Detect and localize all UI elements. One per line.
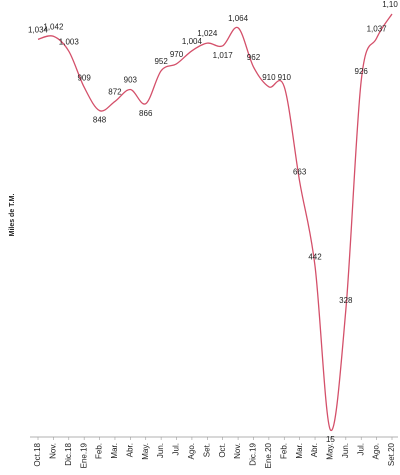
data-label: 1,034 (28, 25, 49, 34)
data-label: 903 (124, 76, 138, 85)
x-tick-label: Abr. (125, 443, 134, 457)
x-tick-label: Set. (202, 443, 211, 457)
x-tick-label: Dic.19 (249, 442, 258, 465)
x-tick-label: Mar. (295, 443, 304, 459)
data-label: 442 (308, 252, 322, 261)
x-tick-label: May. (326, 443, 335, 460)
data-label: 1,042 (43, 22, 64, 31)
x-tick-label: May. (141, 443, 150, 460)
data-label: 952 (154, 57, 168, 66)
x-tick-label: Ene.19 (79, 442, 88, 468)
x-tick-label: Feb. (279, 443, 288, 459)
data-label: 1,004 (182, 37, 203, 46)
data-label: 1,024 (197, 29, 218, 38)
data-label: 663 (293, 168, 307, 177)
x-tick-label: Ago. (187, 443, 196, 459)
x-tick-label: Jul. (356, 443, 365, 455)
x-tick-label: Jun. (341, 443, 350, 458)
data-label: 15 (326, 435, 335, 444)
x-tick-label: Abr. (310, 443, 319, 457)
line (37, 13, 393, 431)
x-tick-label: Oct. (218, 443, 227, 458)
x-tick-label: Set.20 (387, 442, 396, 466)
x-tick-label: Jul. (172, 443, 181, 455)
data-label: 1,037 (367, 24, 388, 33)
x-tick-label: Dic.18 (64, 442, 73, 465)
data-label: 970 (170, 50, 184, 59)
x-tick-label: Nov. (233, 443, 242, 459)
x-tick-label: Mar. (110, 443, 119, 459)
data-label: 962 (247, 53, 261, 62)
data-label: 926 (355, 67, 369, 76)
x-tick-label: Ago. (372, 443, 381, 459)
x-tick-label: Jun. (156, 443, 165, 458)
data-label: 872 (108, 88, 122, 97)
data-label: 909 (77, 73, 91, 82)
data-label: 328 (339, 296, 353, 305)
x-tick-label: Ene.20 (264, 442, 273, 468)
data-label: 848 (93, 116, 107, 125)
data-label: 1,064 (228, 14, 249, 23)
x-tick-label: Nov. (49, 443, 58, 459)
data-label: 866 (139, 109, 153, 118)
data-label: 1,10 (382, 0, 398, 9)
data-label: 910 (262, 73, 276, 82)
data-label: 1,017 (213, 51, 234, 60)
y-axis-title: Miles de T.M. (9, 194, 16, 237)
x-tick-label: Feb. (95, 443, 104, 459)
data-label: 910 (278, 73, 292, 82)
data-label: 1,003 (59, 37, 80, 46)
x-tick-label: Oct.18 (33, 442, 42, 466)
